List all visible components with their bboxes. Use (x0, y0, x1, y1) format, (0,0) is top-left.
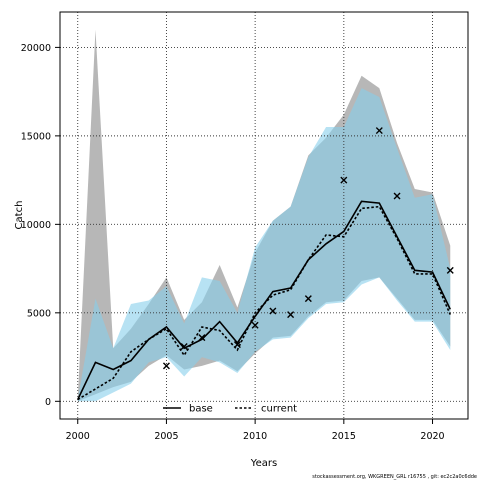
point-stroke (393, 192, 401, 200)
observation-point (287, 311, 295, 319)
x-tick-label: 2010 (243, 431, 267, 442)
y-tick-label: 10000 (21, 220, 51, 231)
observation-point (375, 127, 383, 135)
x-axis-title: Years (250, 458, 277, 469)
y-axis: 0 5000 10000 15000 20000 (21, 43, 60, 408)
point-stroke (446, 266, 454, 274)
y-tick-label: 0 (45, 397, 51, 408)
legend-label-current: current (261, 404, 297, 415)
observation-point (180, 342, 188, 350)
point-stroke (304, 295, 312, 303)
y-tick-label: 20000 (21, 43, 51, 54)
observation-point (446, 266, 454, 274)
series-lines (77, 200, 451, 401)
line-current (77, 205, 451, 401)
x-tick-label: 2020 (420, 431, 444, 442)
point-stroke (375, 127, 383, 135)
plot-frame (59, 11, 469, 420)
point-stroke (340, 176, 348, 184)
observed-points (162, 127, 454, 370)
point-stroke (269, 307, 277, 315)
observation-point (198, 334, 206, 342)
point-stroke (198, 334, 206, 342)
x-tick-label: 2000 (66, 431, 90, 442)
y-axis-title: Catch (14, 201, 25, 230)
y-tick-label: 15000 (21, 131, 51, 142)
x-tick-label: 2015 (332, 431, 356, 442)
observation-point (233, 341, 241, 349)
observation-point (269, 307, 277, 315)
observation-point (340, 176, 348, 184)
observation-point (304, 295, 312, 303)
point-stroke (251, 321, 259, 329)
point-stroke (180, 342, 188, 350)
x-axis: 2000 2005 2010 2015 2020 (66, 419, 445, 442)
legend-label-base: base (189, 404, 213, 415)
observation-point (393, 192, 401, 200)
band-current (77, 88, 451, 402)
grid-lines (60, 12, 468, 419)
legend: base current (163, 404, 297, 415)
point-stroke (233, 341, 241, 349)
y-tick-label: 5000 (27, 308, 51, 319)
x-tick-label: 2005 (154, 431, 178, 442)
observation-point (251, 321, 259, 329)
point-stroke (162, 362, 170, 370)
confidence-bands (77, 29, 451, 402)
point-stroke (287, 311, 295, 319)
observation-point (162, 362, 170, 370)
footer-text: stockassessment.org, WKGREEN_GRL r16755 … (312, 474, 477, 480)
